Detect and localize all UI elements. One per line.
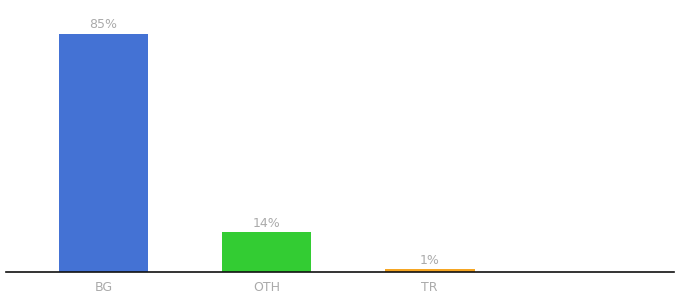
Text: 14%: 14% xyxy=(253,217,280,230)
Bar xyxy=(222,232,311,272)
Bar xyxy=(58,34,148,272)
Text: 85%: 85% xyxy=(90,18,118,31)
Bar xyxy=(385,269,475,272)
Text: 1%: 1% xyxy=(420,254,440,267)
